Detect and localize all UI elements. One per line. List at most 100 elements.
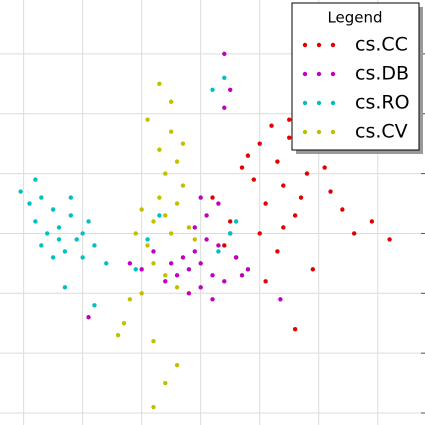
- legend-marker: [330, 71, 336, 77]
- point: [287, 117, 292, 122]
- point: [275, 159, 280, 164]
- point: [157, 81, 162, 87]
- point: [92, 303, 97, 308]
- point: [163, 279, 168, 284]
- point: [133, 267, 138, 272]
- point: [174, 285, 180, 290]
- point: [157, 213, 162, 218]
- point: [139, 267, 144, 272]
- point: [151, 404, 156, 410]
- legend-marker: [302, 42, 308, 48]
- point: [233, 219, 239, 224]
- point: [33, 177, 38, 182]
- point: [292, 327, 298, 332]
- point: [233, 255, 239, 260]
- point: [68, 195, 74, 200]
- point: [192, 225, 197, 230]
- point: [228, 87, 233, 92]
- point: [127, 261, 133, 266]
- point: [287, 135, 292, 140]
- point: [263, 279, 268, 284]
- point: [192, 237, 197, 242]
- point: [27, 201, 32, 206]
- point: [133, 231, 138, 236]
- point: [257, 141, 262, 146]
- point: [298, 195, 304, 200]
- point: [180, 255, 186, 260]
- point: [222, 243, 227, 248]
- point: [251, 177, 257, 182]
- point: [198, 285, 203, 290]
- point: [163, 380, 168, 386]
- point: [50, 207, 56, 212]
- point: [186, 291, 192, 296]
- point: [174, 159, 180, 164]
- point: [222, 105, 227, 110]
- point: [304, 171, 310, 176]
- point: [151, 219, 156, 224]
- point: [127, 297, 133, 302]
- point: [222, 279, 227, 284]
- legend-box: [291, 2, 420, 151]
- point: [216, 201, 221, 206]
- point: [121, 321, 127, 326]
- legend-marker: [316, 100, 322, 106]
- point: [210, 273, 215, 278]
- point: [39, 243, 44, 248]
- point: [86, 315, 91, 320]
- point: [62, 249, 68, 254]
- point: [269, 123, 274, 128]
- point: [369, 219, 375, 224]
- point: [281, 183, 286, 188]
- point: [151, 261, 156, 266]
- point: [210, 87, 215, 92]
- legend-marker: [330, 100, 336, 106]
- legend-marker: [302, 71, 308, 77]
- point: [174, 273, 180, 278]
- point: [351, 231, 357, 236]
- point: [145, 237, 150, 242]
- point: [56, 237, 62, 242]
- point: [278, 297, 283, 302]
- point: [163, 273, 168, 278]
- point: [198, 195, 203, 200]
- point: [228, 219, 233, 224]
- point: [74, 237, 79, 242]
- legend-marker: [316, 71, 322, 77]
- point: [222, 75, 227, 81]
- point: [210, 195, 215, 200]
- point: [174, 362, 180, 368]
- point: [222, 51, 227, 57]
- point: [168, 129, 174, 134]
- point: [216, 243, 221, 248]
- point: [80, 255, 85, 260]
- legend-marker: [330, 42, 336, 48]
- point: [257, 231, 262, 236]
- point: [174, 201, 180, 206]
- point: [216, 249, 221, 254]
- point: [239, 165, 245, 170]
- point: [340, 207, 345, 212]
- point: [157, 195, 162, 200]
- point: [310, 267, 316, 272]
- point: [245, 267, 251, 272]
- point: [168, 99, 174, 104]
- point: [56, 225, 62, 230]
- point: [192, 249, 197, 254]
- point: [33, 219, 38, 224]
- legend: Legend cs.CC cs.DB cs.RO cs.CV: [291, 2, 423, 154]
- point: [151, 249, 156, 254]
- point: [151, 338, 156, 344]
- point: [39, 195, 44, 200]
- point: [45, 231, 50, 236]
- point: [163, 171, 168, 176]
- point: [68, 213, 74, 218]
- legend-marker: [316, 42, 322, 48]
- point: [239, 273, 245, 278]
- point: [92, 243, 97, 248]
- point: [186, 225, 192, 230]
- point: [168, 231, 174, 236]
- point: [180, 183, 186, 188]
- point: [163, 213, 168, 218]
